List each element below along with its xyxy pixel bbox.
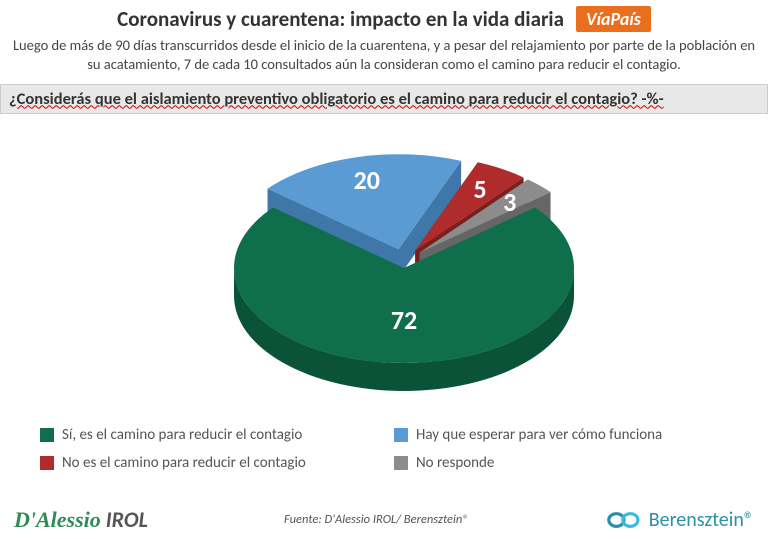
chain-icon xyxy=(605,509,643,531)
legend-label: Sí, es el camino para reducir el contagi… xyxy=(62,426,302,444)
header: Coronavirus y cuarentena: impacto en la … xyxy=(0,0,768,76)
dalessio-logo: D'Alessio IROL xyxy=(14,506,148,533)
slice-label: 5 xyxy=(474,173,487,205)
footer: D'Alessio IROL Fuente: D'Alessio IROL/ B… xyxy=(0,506,768,533)
slice-label: 3 xyxy=(503,186,516,218)
legend-item: Sí, es el camino para reducir el contagi… xyxy=(40,426,374,444)
legend: Sí, es el camino para reducir el contagi… xyxy=(0,418,768,478)
legend-item: No es el camino para reducir el contagio xyxy=(40,454,374,472)
legend-label: No es el camino para reducir el contagio xyxy=(62,454,306,472)
legend-label: No responde xyxy=(416,454,494,472)
slice-label: 20 xyxy=(354,164,380,196)
page-title: Coronavirus y cuarentena: impacto en la … xyxy=(117,6,564,32)
slice-label: 72 xyxy=(391,304,417,336)
color-swatch xyxy=(40,428,54,442)
color-swatch xyxy=(40,456,54,470)
question-bar: ¿Considerás que el aislamiento preventiv… xyxy=(0,84,768,114)
viapais-badge: VíaPaís xyxy=(576,6,651,32)
subtitle: Luego de más de 90 días transcurridos de… xyxy=(12,36,756,74)
source-text: Fuente: D'Alessio IROL/ Berensztein® xyxy=(284,512,469,527)
pie-chart: 72 20 53 xyxy=(0,118,768,418)
color-swatch xyxy=(394,456,408,470)
legend-label: Hay que esperar para ver cómo funciona xyxy=(416,426,662,444)
legend-item: No responde xyxy=(394,454,728,472)
legend-item: Hay que esperar para ver cómo funciona xyxy=(394,426,728,444)
berensztein-logo: Berensztein® xyxy=(605,508,754,532)
color-swatch xyxy=(394,428,408,442)
